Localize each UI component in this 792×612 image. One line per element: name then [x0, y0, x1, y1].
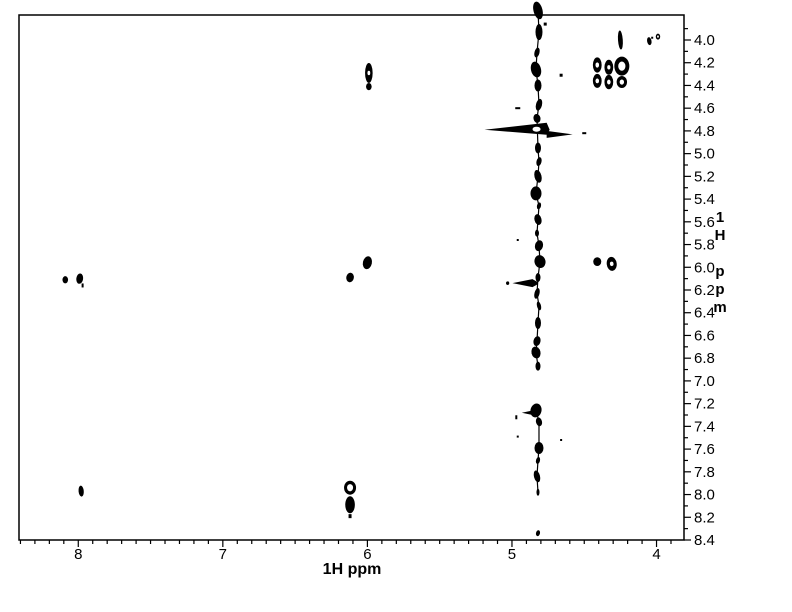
y-tick-label: 5.0: [694, 146, 715, 163]
y-axis-title-char: [708, 245, 732, 263]
cross-peak: [512, 279, 538, 288]
water-ridge-right-lobe: [546, 130, 573, 138]
noise-ridge: [530, 1, 546, 537]
noise-ridge-blob: [535, 361, 541, 371]
y-tick-label: 5.8: [694, 237, 715, 254]
cross-peak-contour-hole: [347, 484, 354, 492]
cross-peak-contour-hole: [618, 61, 626, 71]
y-tick-label: 8.2: [694, 509, 715, 526]
axes: [18, 14, 691, 547]
water-ridge: [484, 122, 573, 138]
noise-speck: [348, 514, 352, 519]
x-tick-label: 8: [74, 546, 82, 563]
noise-speck: [515, 415, 518, 420]
cross-peak-contour-hole: [367, 70, 371, 76]
cross-peak-contour-hole: [607, 65, 611, 70]
y-tick-label: 6.2: [694, 282, 715, 299]
y-tick-label: 6.6: [694, 327, 715, 344]
y-tick-label: 4.6: [694, 100, 715, 117]
x-tick-label: 7: [219, 546, 227, 563]
noise-speck: [516, 435, 519, 438]
y-axis-title-char: H: [714, 227, 726, 244]
y-tick-label: 6.4: [694, 305, 715, 322]
noise-speck: [582, 132, 587, 135]
noise-speck: [81, 283, 84, 288]
noise-ridge-strand: [535, 10, 541, 367]
y-tick-label: 4.0: [694, 32, 715, 49]
cross-peak-contour-hole: [595, 78, 600, 84]
y-axis-title-char: p: [715, 263, 725, 280]
cross-peak: [593, 257, 602, 266]
water-ridge-contour-hole: [532, 126, 541, 132]
x-axis-title: 1H ppm: [322, 561, 382, 578]
x-tick-label: 6: [363, 546, 371, 563]
cross-peak-contour-hole: [607, 79, 611, 85]
noise-ridge-strand: [535, 410, 540, 493]
cross-peak: [366, 82, 372, 91]
cross-peak: [647, 37, 652, 46]
y-tick-label: 4.4: [694, 77, 715, 94]
noise-speck: [651, 36, 654, 39]
y-tick-label: 6.0: [694, 259, 715, 276]
cross-peak: [521, 409, 540, 416]
noise-speck: [515, 107, 521, 110]
cross-peak: [62, 276, 69, 284]
cross-peak-contour-hole: [657, 35, 659, 38]
noise-speck: [516, 239, 519, 241]
y-axis-title-char: p: [715, 281, 725, 298]
noise-speck: [559, 73, 563, 77]
noise-ridge-blob: [535, 530, 541, 537]
noise-ridge-blob: [536, 488, 540, 496]
y-tick-label: 4.8: [694, 123, 715, 140]
y-tick-label: 5.6: [694, 214, 715, 231]
cross-peak: [506, 281, 510, 285]
plot-border: [18, 14, 685, 541]
y-tick-label: 7.6: [694, 441, 715, 458]
y-tick-label: 4.2: [694, 55, 715, 72]
y-tick-label: 5.4: [694, 191, 715, 208]
cross-peak: [346, 272, 354, 283]
y-tick-label: 8.4: [694, 532, 715, 549]
y-axis-title-char: m: [713, 299, 727, 316]
y-tick-label: 7.8: [694, 464, 715, 481]
water-ridge-left-lobe: [484, 122, 550, 135]
y-tick-label: 7.2: [694, 396, 715, 413]
tick-labels: 8 7 6 5 4 4.0 4.2 4.4 4.6 4.8 5.0 5.2 5.4 5.6 5.8 6.0 6.…: [74, 32, 715, 563]
y-tick-label: 7.4: [694, 418, 715, 435]
y-tick-label: 5.2: [694, 168, 715, 185]
cross-peak: [362, 256, 373, 270]
noise-speck: [543, 22, 547, 26]
cross-peak-contour-hole: [595, 62, 600, 68]
cross-peak-contour-hole: [609, 261, 614, 267]
x-tick-label: 5: [508, 546, 516, 563]
cross-peak: [76, 273, 84, 284]
noise-specks: [81, 22, 654, 519]
x-tick-label: 4: [652, 546, 660, 563]
y-tick-label: 8.0: [694, 487, 715, 504]
cross-peak: [617, 30, 623, 50]
cross-peak-contour-hole: [619, 79, 625, 85]
cross-peak: [345, 496, 355, 514]
y-axis-title-char: 1: [715, 209, 725, 226]
cross-peaks: [62, 30, 661, 514]
cross-peak: [78, 485, 84, 497]
y-tick-label: 6.8: [694, 350, 715, 367]
y-tick-label: 7.0: [694, 373, 715, 390]
noise-speck: [560, 439, 563, 441]
